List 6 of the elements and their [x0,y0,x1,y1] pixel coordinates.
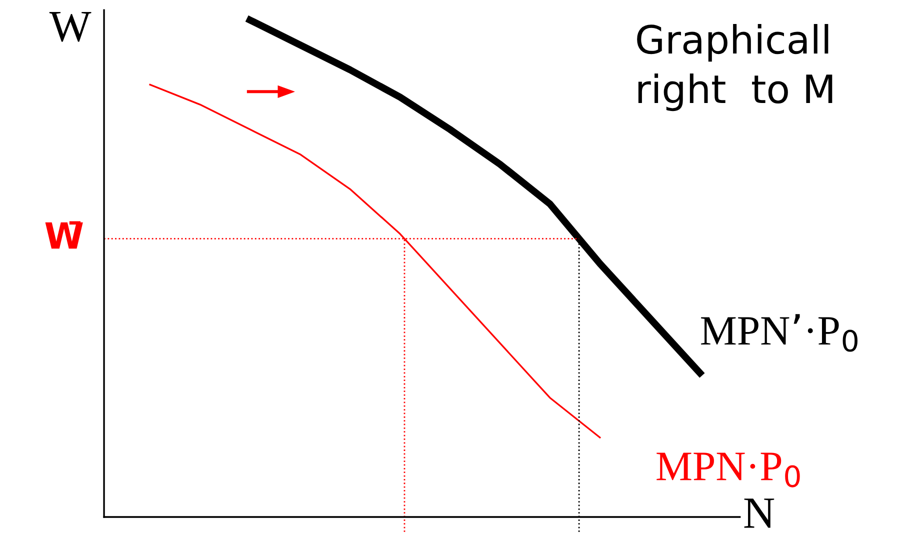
y-axis-title: W [49,12,92,42]
x-axis-title: N [744,498,774,528]
ref-line-label: W̄ [45,221,83,249]
series-label: MPN’·P$_{0}$ [701,314,858,352]
series-label: MPN·P$_{0}$ [656,452,800,488]
annotation: Graphicall right to M [637,24,832,112]
